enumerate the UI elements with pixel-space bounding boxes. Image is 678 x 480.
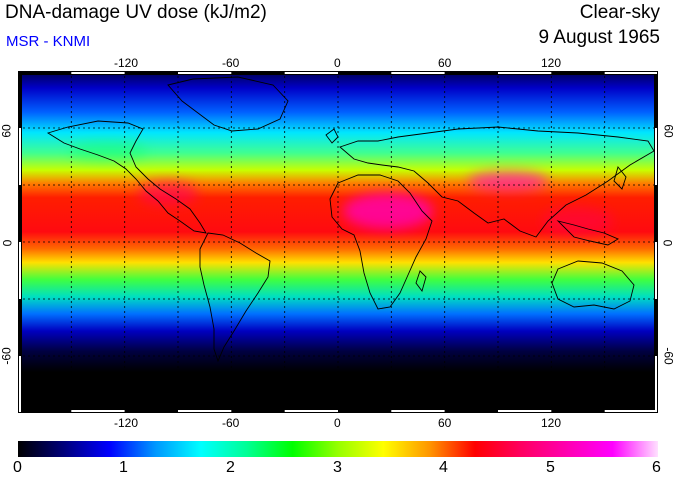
- lat-tick-left: 0: [0, 239, 15, 247]
- lat-tick-right: -60: [661, 347, 676, 365]
- coastlines: [46, 76, 655, 363]
- lon-tick-top: -60: [222, 56, 240, 70]
- greenland-coast: [167, 76, 289, 132]
- japan-coast: [613, 166, 627, 190]
- lon-tick-bottom: 120: [541, 416, 562, 430]
- scale-label: 4: [439, 459, 448, 476]
- lon-tick-top: 60: [438, 56, 452, 70]
- lon-tick-top: -120: [114, 56, 139, 70]
- lon-tick-top: 120: [541, 56, 562, 70]
- madagascar-coast: [415, 270, 427, 292]
- scale-label: 2: [226, 459, 235, 476]
- uv-dose-map: [18, 71, 658, 413]
- scale-label: 1: [119, 459, 128, 476]
- indonesia-coast: [556, 220, 619, 246]
- source-label: MSR - KNMI: [6, 33, 91, 50]
- lat-tick-left: 60: [0, 124, 14, 138]
- scale-label: 0: [13, 459, 22, 476]
- lat-tick-right: 60: [661, 124, 676, 138]
- lat-tick-left: -60: [0, 347, 14, 365]
- scale-label: 5: [546, 459, 555, 476]
- australia-coast: [551, 260, 635, 310]
- lon-tick-bottom: 60: [438, 416, 452, 430]
- south-america-coast: [199, 232, 271, 363]
- north-america-coast: [46, 120, 207, 234]
- sky-condition-label: Clear-sky: [579, 2, 660, 23]
- color-scale-bar: [18, 441, 658, 457]
- scale-label: 3: [333, 459, 342, 476]
- lat-tick-right: 0: [660, 239, 675, 247]
- lon-tick-top: 0: [334, 56, 341, 70]
- eurasia-coast: [339, 126, 655, 238]
- date-label: 9 August 1965: [538, 27, 661, 48]
- graticule: [18, 71, 658, 413]
- map-title: DNA-damage UV dose (kJ/m2): [5, 2, 267, 23]
- lon-tick-bottom: -120: [114, 416, 139, 430]
- lon-tick-bottom: 0: [334, 416, 341, 430]
- lon-tick-bottom: -60: [222, 416, 240, 430]
- africa-coast: [329, 174, 433, 310]
- scale-label: 6: [652, 459, 661, 476]
- dose-hotspots: [68, 141, 613, 235]
- map-frame: [18, 71, 658, 413]
